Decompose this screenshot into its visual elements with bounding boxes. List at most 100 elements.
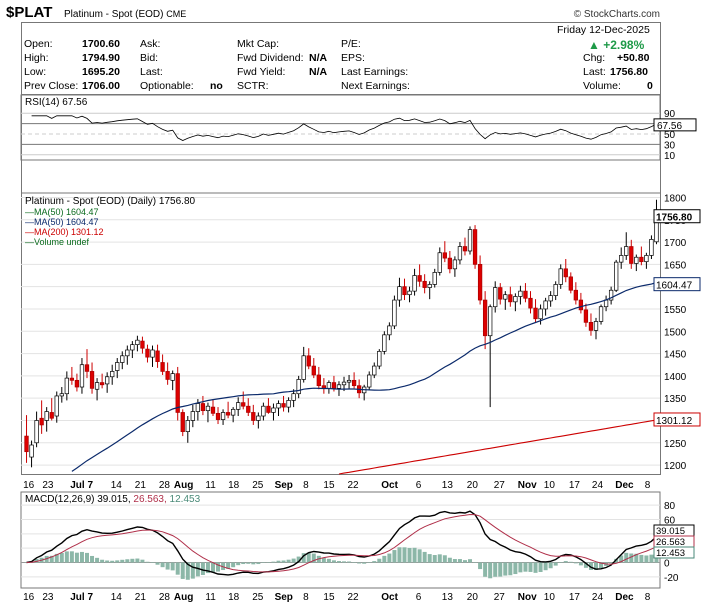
macd-hist-bar xyxy=(543,562,548,571)
macd-hist-bar xyxy=(503,562,508,576)
candle-body xyxy=(69,377,75,381)
macd-hist-bar xyxy=(246,562,251,564)
x-tick-label-top: 25 xyxy=(252,480,264,491)
candle-body xyxy=(447,257,453,270)
macd-hist-bar xyxy=(594,562,599,570)
macd-hist-bar xyxy=(175,562,180,575)
macd-hist-bar xyxy=(326,558,331,563)
candle-body xyxy=(387,325,392,336)
candle-body xyxy=(115,362,120,371)
candle-body xyxy=(452,259,458,270)
macd-hist-bar xyxy=(34,558,39,563)
legend-entry: —Volume undef xyxy=(25,237,90,247)
macd-hist-bar xyxy=(352,562,357,563)
x-tick-label-top: 13 xyxy=(442,480,454,491)
high-label: High: xyxy=(24,52,49,64)
macd-hist-bar xyxy=(342,561,347,563)
candle-body xyxy=(427,284,432,288)
price-title: Platinum - Spot (EOD) (Daily) 1756.80 xyxy=(25,196,196,207)
x-tick-label-top: Aug xyxy=(174,480,193,491)
candle-body xyxy=(49,412,54,419)
macd-hist-bar xyxy=(447,557,452,563)
macd-hist-bar xyxy=(372,561,377,563)
macd-hist-bar xyxy=(563,561,568,563)
candle-body xyxy=(634,256,639,264)
candle-body xyxy=(165,371,170,380)
macd-hist-bar xyxy=(236,562,241,566)
candle-body xyxy=(110,371,115,378)
macd-signal-line xyxy=(26,513,657,573)
macd-hist-bar xyxy=(125,559,130,563)
x-tick-label-top: 11 xyxy=(205,480,216,491)
fwd-dividend-label: Fwd Dividend: xyxy=(237,52,304,64)
x-tick-label-bottom: 16 xyxy=(23,592,35,603)
rsi-tick-label: 90 xyxy=(664,109,676,120)
candle-body xyxy=(553,284,558,296)
candle-body xyxy=(538,308,543,320)
macd-hist-bar xyxy=(95,557,100,563)
candle-body xyxy=(291,393,296,401)
candle-body xyxy=(200,403,206,412)
macd-hist-bar xyxy=(347,561,352,563)
macd-hist-bar xyxy=(649,554,654,563)
macd-hist-bar xyxy=(553,562,558,566)
candle-body xyxy=(528,297,533,309)
candle-body xyxy=(125,349,130,357)
macd-last-label: 12.453 xyxy=(656,548,685,559)
candle-body xyxy=(29,444,34,458)
x-tick-label-top: Oct xyxy=(381,480,398,491)
macd-hist-bar xyxy=(427,554,432,563)
macd-hist-bar xyxy=(331,560,336,563)
x-tick-label-top: 20 xyxy=(467,480,479,491)
candle-body xyxy=(593,321,599,331)
brand-logo[interactable]: © StockCharts.com xyxy=(573,9,660,20)
chg-label: Chg: xyxy=(583,52,606,64)
candle-body xyxy=(64,377,69,395)
rsi-last-box xyxy=(653,118,697,132)
macd-hist-bar xyxy=(79,551,84,563)
candle-body xyxy=(518,290,523,297)
candle-body xyxy=(377,350,382,367)
macd-hist-bar xyxy=(483,562,488,577)
candle-body xyxy=(482,299,488,337)
x-tick-label-top: Dec xyxy=(615,480,634,491)
macd-hist-bar xyxy=(120,559,125,563)
macd-hist-bar xyxy=(105,560,110,563)
candle-body xyxy=(649,239,654,256)
macd-hist-bar xyxy=(513,562,518,575)
macd-hist-bar xyxy=(538,562,543,572)
candle-body xyxy=(472,229,478,265)
macd-hist-bar xyxy=(432,555,437,563)
macd-hist-bar xyxy=(488,562,493,579)
macd-last-box xyxy=(653,546,695,559)
macd-hist-bar xyxy=(276,560,281,563)
price-tick-label: 1450 xyxy=(664,350,687,361)
candle-body xyxy=(619,255,624,263)
x-tick-label-bottom: Nov xyxy=(518,592,537,603)
macd-hist-bar xyxy=(397,547,402,563)
x-tick-label-top: 22 xyxy=(347,480,359,491)
last-label: Last: xyxy=(140,66,163,78)
macd-hist-bar xyxy=(468,559,473,563)
macd-hist-bar xyxy=(412,547,417,563)
candle-body xyxy=(160,362,165,372)
macd-hist-bar xyxy=(180,562,185,579)
macd-hist-bar xyxy=(226,562,231,569)
macd-title: MACD(12,26,9) 39.015, 26.563, 12.453 xyxy=(25,494,201,505)
candle-body xyxy=(94,382,100,390)
macd-hist-bar xyxy=(387,553,392,563)
open-label: Open: xyxy=(24,38,53,50)
candle-body xyxy=(603,299,609,308)
macd-hist-bar xyxy=(533,562,538,573)
candle-body xyxy=(54,395,59,417)
candle-body xyxy=(130,344,135,351)
macd-tick-label: 60 xyxy=(664,516,676,527)
candle-body xyxy=(44,411,49,421)
last-price-box xyxy=(653,209,701,224)
mktcap-label: Mkt Cap: xyxy=(237,38,280,50)
last2-label: Last: xyxy=(583,66,606,78)
fwd-yield-label: Fwd Yield: xyxy=(237,66,286,78)
macd-hist-bar xyxy=(200,562,205,575)
x-tick-label-bottom: 27 xyxy=(494,592,506,603)
